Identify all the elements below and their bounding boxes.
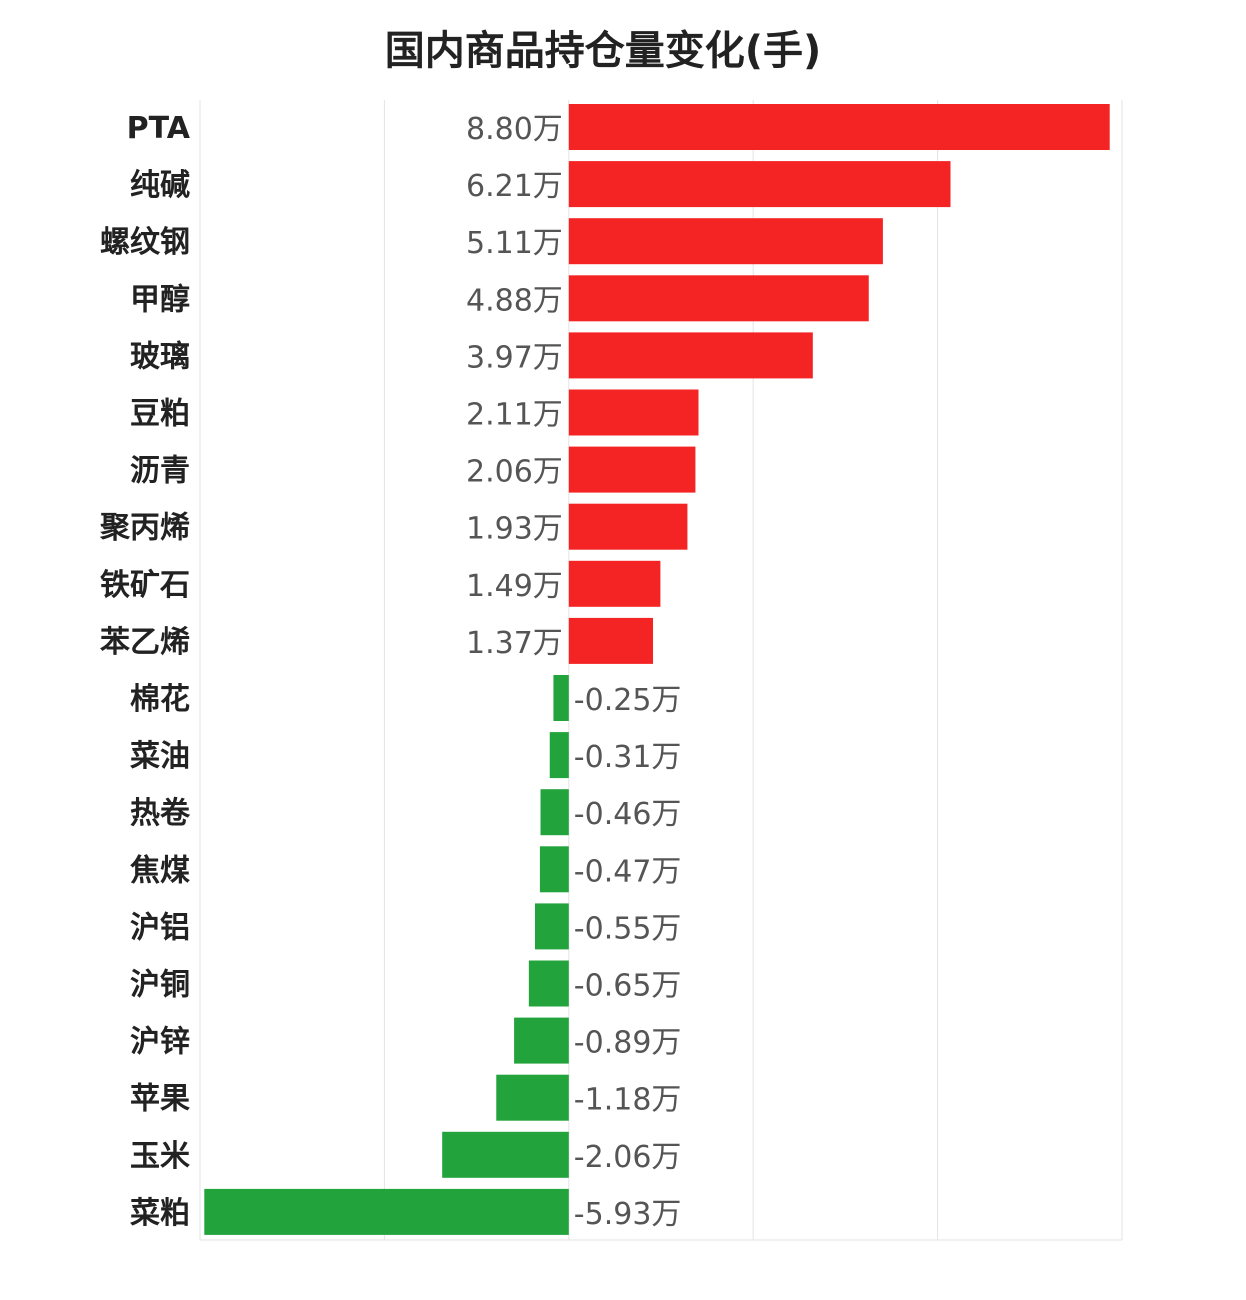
data-label: 8.80万 <box>466 112 563 147</box>
bar <box>568 332 813 379</box>
data-label: 4.88万 <box>466 283 563 318</box>
chart-title: 国内商品持仓量变化(手) <box>384 28 822 74</box>
data-label: 6.21万 <box>466 169 563 204</box>
bar <box>549 732 569 779</box>
bar <box>539 846 569 893</box>
data-label: -0.25万 <box>574 683 682 718</box>
bar <box>514 1017 569 1064</box>
data-label: -0.65万 <box>574 969 682 1004</box>
data-label: 3.97万 <box>466 340 563 375</box>
bar <box>496 1074 569 1121</box>
category-label: 玉米 <box>130 1139 190 1174</box>
category-label: 螺纹钢 <box>100 225 190 260</box>
category-label: 沪铝 <box>130 910 190 945</box>
data-label: -0.47万 <box>574 854 682 889</box>
bar <box>568 503 688 550</box>
category-label: 菜油 <box>130 739 190 774</box>
data-label: -0.46万 <box>574 797 682 832</box>
category-label: 菜粕 <box>130 1196 190 1231</box>
bar <box>442 1131 569 1178</box>
bar <box>540 789 569 836</box>
category-label: 沥青 <box>130 454 190 489</box>
category-label: 聚丙烯 <box>99 511 190 546</box>
category-label: 玻璃 <box>130 339 190 374</box>
bar <box>568 218 883 265</box>
category-label: 纯碱 <box>130 168 190 203</box>
category-label: PTA <box>127 111 191 146</box>
category-label: 铁矿石 <box>100 568 190 603</box>
bar <box>528 960 569 1007</box>
bar <box>568 389 699 436</box>
category-label: 棉花 <box>130 682 190 717</box>
data-label: -0.31万 <box>574 740 682 775</box>
data-label: 1.49万 <box>466 569 563 604</box>
bar <box>204 1188 569 1235</box>
data-label: -5.93万 <box>574 1197 682 1232</box>
category-label: 沪锌 <box>130 1025 190 1060</box>
data-label: 2.06万 <box>466 455 563 490</box>
bar <box>568 560 661 607</box>
data-label: -0.55万 <box>574 911 682 946</box>
category-label: 焦煤 <box>130 853 190 888</box>
data-label: -2.06万 <box>574 1140 682 1175</box>
category-label: 热卷 <box>130 796 191 831</box>
bar <box>568 161 951 208</box>
category-label: 甲醇 <box>130 282 190 317</box>
data-label: 1.93万 <box>466 512 563 547</box>
bar <box>553 675 569 721</box>
data-label: 2.11万 <box>466 398 563 433</box>
data-label: -1.18万 <box>574 1083 682 1118</box>
category-label: 豆粕 <box>130 397 190 432</box>
bar <box>568 275 869 322</box>
category-label: 苹果 <box>130 1082 190 1117</box>
bar <box>534 903 569 950</box>
category-label: 沪铜 <box>130 968 190 1003</box>
data-label: -0.89万 <box>574 1026 682 1061</box>
bar <box>568 617 654 664</box>
category-label: 苯乙烯 <box>100 625 190 660</box>
bar <box>568 104 1110 150</box>
data-label: 1.37万 <box>466 626 563 661</box>
data-label: 5.11万 <box>466 226 563 261</box>
bar <box>568 446 696 493</box>
